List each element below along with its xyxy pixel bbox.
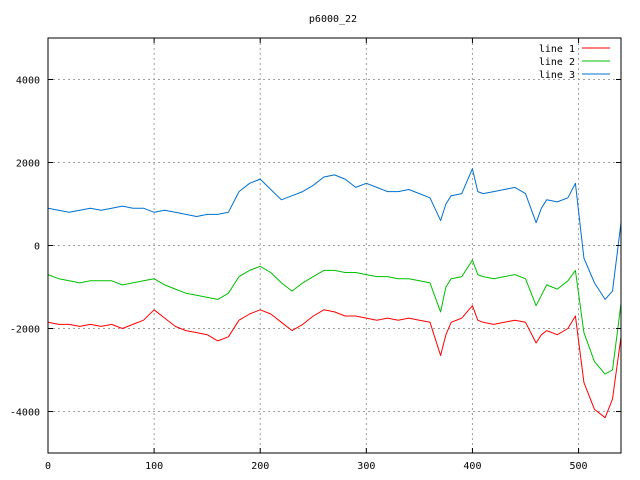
legend: line 1 line 2 line 3	[539, 44, 610, 81]
grid-lines	[48, 38, 621, 453]
x-tick-label: 100	[145, 461, 163, 472]
series-lines	[47, 168, 622, 419]
y-tick-label: -2000	[10, 325, 40, 336]
legend-label: line 3	[539, 70, 575, 81]
series-line-1	[47, 305, 622, 419]
x-tick-label: 200	[251, 461, 269, 472]
y-tick-label: -4000	[10, 408, 40, 419]
x-tick-label: 500	[570, 461, 588, 472]
y-tick-label: 4000	[16, 76, 40, 87]
axis-ticks: 0 100 200 300 400 500 -4000 -2000 0 2000 4000	[10, 38, 621, 472]
series-line-2	[47, 259, 622, 375]
x-tick-label: 400	[463, 461, 481, 472]
x-tick-label: 300	[357, 461, 375, 472]
legend-label: line 2	[539, 57, 575, 68]
y-tick-label: 2000	[16, 159, 40, 170]
series-line-3	[47, 168, 622, 300]
y-tick-label: 0	[34, 242, 40, 253]
chart-title: p6000_22	[309, 14, 357, 25]
x-tick-label: 0	[45, 461, 51, 472]
legend-label: line 1	[539, 44, 575, 55]
